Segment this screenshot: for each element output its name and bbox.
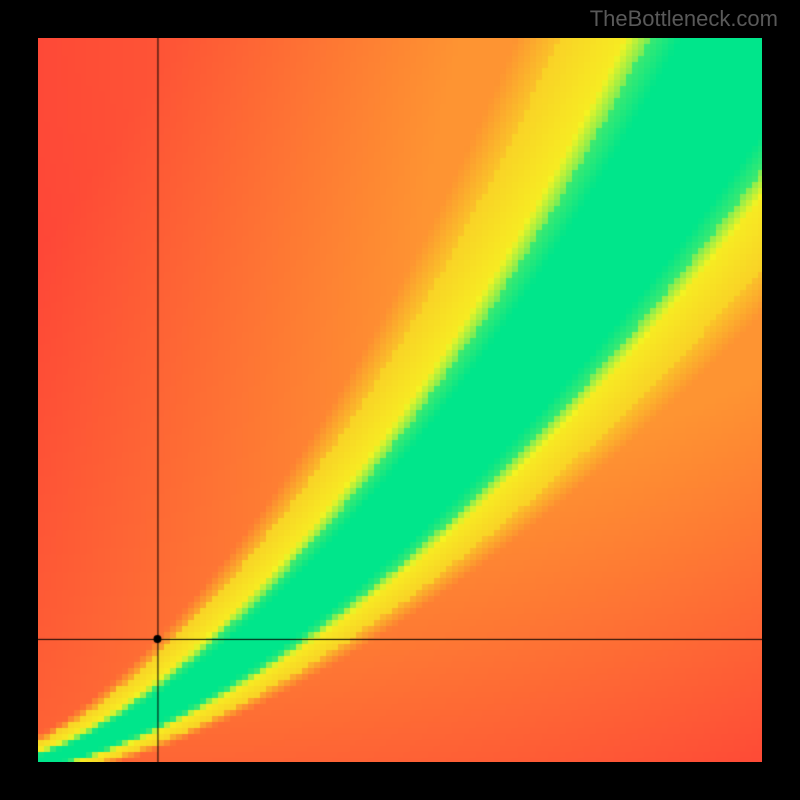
heatmap-plot <box>38 38 762 762</box>
watermark-text: TheBottleneck.com <box>590 6 778 32</box>
heatmap-canvas <box>38 38 762 762</box>
